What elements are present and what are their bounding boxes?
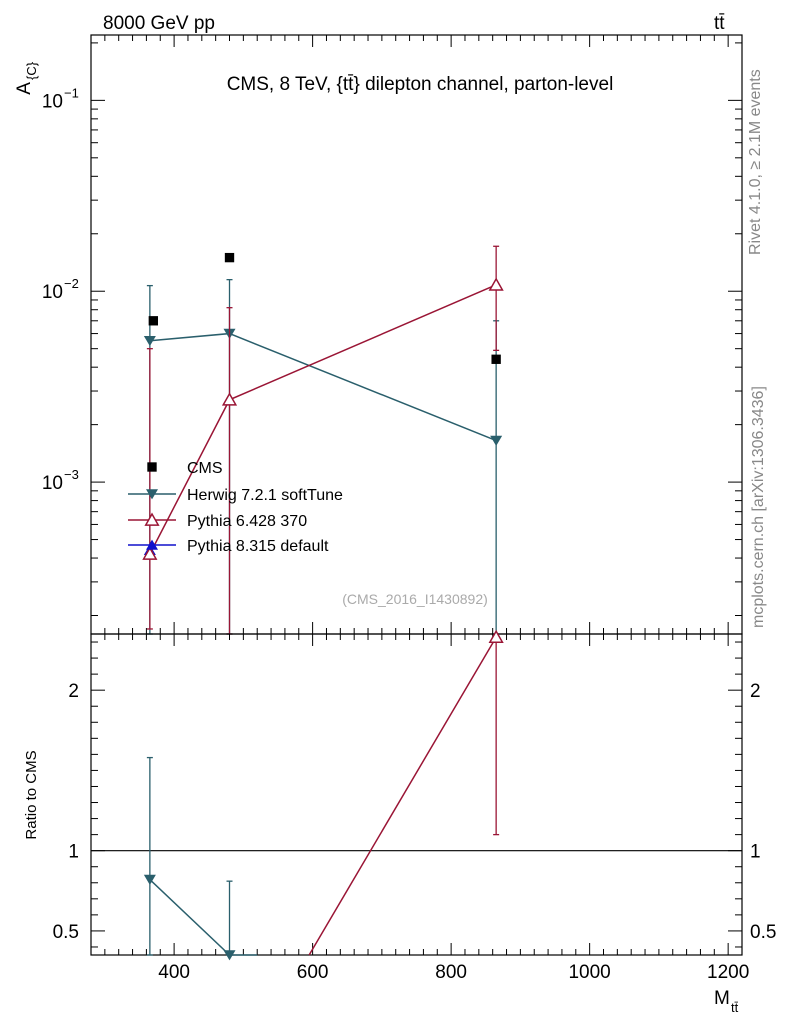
ratio-y-tick-label: 2	[68, 681, 79, 702]
ratio-pythia-6-428-370	[308, 629, 504, 956]
main-panel: 10−110−210−3 CMS, 8 TeV, {tt̄} dilepton …	[14, 34, 743, 635]
y-tick-exponent: −2	[64, 276, 79, 291]
data-point-marker	[146, 489, 158, 500]
x-tick-label: 800	[435, 962, 467, 983]
data-point-marker	[490, 435, 503, 446]
analysis-watermark: (CMS_2016_I1430892)	[342, 591, 488, 607]
ratio-axis-ticks	[91, 634, 742, 955]
data-point-marker	[148, 316, 159, 326]
x-tick-label: 1200	[707, 962, 749, 983]
legend: CMS Herwig 7.2.1 softTune Pythia 6.428 370…	[128, 460, 343, 555]
legend-label: Pythia 8.315 default	[187, 538, 329, 555]
data-point-marker	[144, 512, 160, 526]
main-y-tick-label: 10 −3	[42, 467, 79, 494]
mcplots-text: mcplots.cern.ch [arXiv:1306.3436]	[750, 386, 767, 628]
main-y-tick-label: 10 −2	[42, 276, 79, 303]
ratio-y-axis-label: Ratio to CMS	[23, 750, 40, 839]
series-cms	[148, 252, 501, 364]
ratio-y-tick-label-right: 0.5	[750, 922, 776, 943]
energy-label: 8000 GeV pp	[103, 13, 215, 34]
ratio-y-tick-label: 1	[68, 842, 79, 863]
ratio-y-tick-labels: 0.5 0.5 1 1 2 2	[53, 681, 777, 943]
y-label-main: A	[14, 82, 35, 95]
series-herwig-7-2-1-softtune	[143, 278, 503, 635]
data-point-marker	[147, 462, 157, 472]
y-tick-exponent: −3	[64, 467, 79, 482]
legend-label: Herwig 7.2.1 softTune	[187, 487, 343, 504]
chart-title: CMS, 8 TeV, {tt̄} dilepton channel, part…	[227, 74, 614, 95]
y-tick-base: 10	[42, 473, 63, 494]
x-tick-label: 1000	[568, 962, 610, 983]
main-series-group	[142, 245, 504, 635]
x-tick-label: 400	[158, 962, 190, 983]
ratio-series-group	[143, 629, 504, 961]
data-point-marker	[223, 950, 236, 961]
data-point-marker	[488, 629, 504, 644]
main-y-tick-label: 10 −1	[42, 85, 79, 112]
main-axis-ticks	[91, 35, 742, 634]
main-y-axis-label: A {C}	[14, 61, 39, 94]
legend-entry: CMS	[147, 460, 223, 477]
data-point-marker	[221, 392, 238, 406]
legend-entry: Pythia 8.315 default	[128, 538, 329, 555]
x-tick-label: 600	[297, 962, 329, 983]
ratio-y-tick-label-right: 1	[750, 842, 761, 863]
y-label-subscript: {C}	[24, 61, 39, 80]
y-tick-base: 10	[42, 282, 63, 303]
x-label-subscript: tt̄	[731, 1000, 739, 1015]
ratio-panel-frame	[90, 633, 743, 956]
rivet-version-text: Rivet 4.1.0, ≥ 2.1M events	[747, 69, 764, 255]
data-point-marker	[491, 354, 501, 364]
main-y-tick-labels: 10−110−210−3	[42, 85, 79, 494]
legend-entry: Pythia 6.428 370	[128, 512, 307, 530]
x-tick-labels: 400 600 800 1000 1200	[158, 962, 749, 983]
data-point-marker	[143, 874, 156, 885]
ratio-panel: 0.5 0.5 1 1 2 2 400 600 800 1000 1200 Ratio to CM…	[23, 629, 777, 1015]
ratio-line	[308, 636, 497, 956]
legend-entry: Herwig 7.2.1 softTune	[128, 487, 343, 504]
ratio-herwig-7-2-1-softtune	[143, 756, 258, 961]
data-point-marker	[143, 335, 156, 347]
data-point-marker	[224, 252, 235, 263]
ratio-y-tick-label: 0.5	[53, 922, 79, 943]
legend-label: Pythia 6.428 370	[187, 513, 307, 530]
series-line	[149, 332, 497, 442]
x-label-main: M	[714, 988, 730, 1009]
process-label: tt̄	[714, 13, 725, 34]
data-point-marker	[146, 539, 158, 550]
data-point-marker	[488, 277, 504, 291]
y-tick-base: 10	[42, 91, 63, 112]
legend-label: CMS	[187, 460, 223, 477]
ratio-y-tick-label-right: 2	[750, 681, 761, 702]
data-point-marker	[142, 546, 158, 560]
y-tick-exponent: −1	[64, 85, 79, 100]
series-pythia-6-428-370	[142, 245, 504, 635]
ratio-line	[149, 879, 258, 956]
